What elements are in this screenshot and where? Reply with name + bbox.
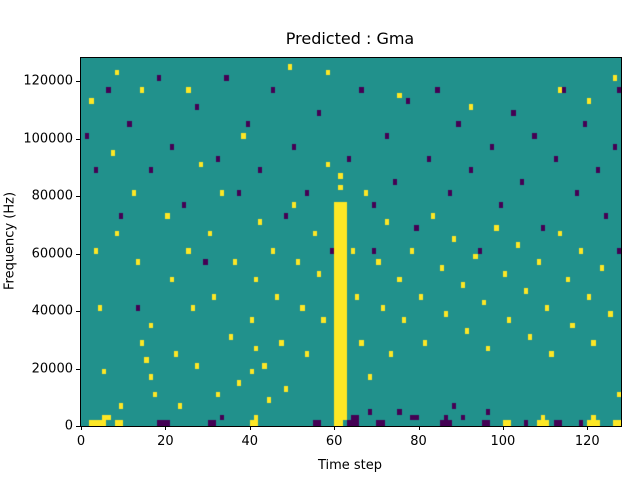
y-tick-label: 60000 [31, 246, 73, 261]
y-tick-mark [76, 196, 80, 197]
y-axis-label: Frequency (Hz) [2, 191, 18, 291]
x-tick-label: 120 [574, 434, 600, 449]
chart-title: Predicted : Gma [285, 29, 415, 48]
x-tick-mark [81, 426, 82, 430]
x-tick-label: 80 [410, 434, 427, 449]
y-tick-mark [76, 426, 80, 427]
y-tick-label: 40000 [31, 303, 73, 319]
plot-area [80, 57, 622, 427]
y-tick-mark [76, 253, 80, 255]
y-tick-mark [76, 138, 80, 140]
y-tick-mark [76, 368, 80, 370]
y-tick-mark [76, 311, 80, 312]
y-tick-label: 120000 [23, 73, 73, 89]
x-tick-label: 60 [325, 434, 343, 449]
x-tick-mark [587, 426, 589, 430]
x-tick-mark [502, 426, 504, 430]
x-tick-mark [249, 426, 251, 430]
y-tick-mark [76, 81, 80, 82]
x-tick-mark [334, 426, 336, 430]
y-tick-label: 20000 [31, 361, 73, 376]
x-tick-label: 100 [490, 434, 516, 449]
y-tick-label: 80000 [31, 188, 73, 204]
x-tick-label: 0 [76, 434, 86, 449]
heatmap-canvas [81, 58, 621, 426]
y-tick-label: 100000 [23, 131, 73, 146]
x-tick-mark [418, 426, 420, 430]
x-tick-mark [165, 426, 167, 430]
x-tick-label: 40 [241, 434, 259, 449]
y-tick-label: 0 [64, 418, 73, 434]
x-axis-label: Time step [317, 458, 383, 473]
x-tick-label: 20 [157, 434, 174, 449]
